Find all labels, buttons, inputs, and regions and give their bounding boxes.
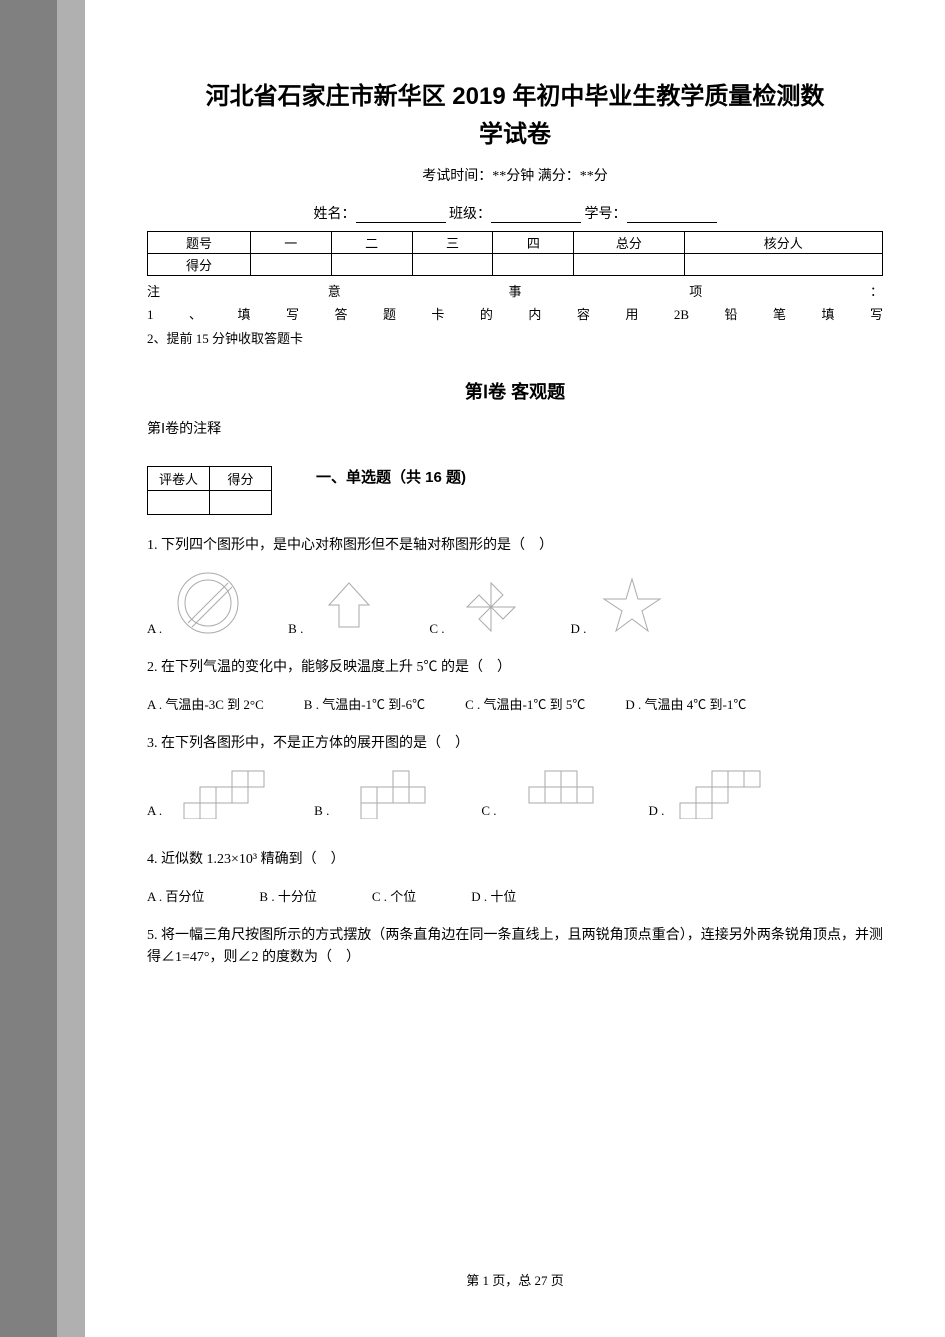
question-5: 5. 将一幅三角尺按图所示的方式摆放（两条直角边在同一条直线上，且两锐角顶点重合… [147, 925, 883, 970]
th-2: 二 [331, 231, 412, 253]
q3-b-label: B . [314, 803, 329, 819]
exam-title-1: 河北省石家庄市新华区 2019 年初中毕业生教学质量检测数 [147, 78, 883, 116]
section-1-label: 一、单选题（共 16 题) [316, 466, 466, 487]
cube-net-b-icon [341, 767, 441, 819]
q2-b: B . 气温由-1℃ 到-6℃ [304, 694, 425, 713]
td-empty [493, 253, 574, 275]
name-label: 姓名： [314, 207, 356, 222]
q1-options: A . B . C . D . [147, 569, 883, 637]
q3-c-label: C . [481, 803, 496, 819]
id-blank [627, 207, 717, 223]
score-table: 题号 一 二 三 四 总分 核分人 得分 [147, 231, 883, 276]
q2-a: A . 气温由-3C 到 2°C [147, 694, 264, 713]
th-1: 一 [250, 231, 331, 253]
grader-col2: 得分 [210, 466, 272, 490]
sidebar-dark [0, 0, 85, 1337]
table-row: 评卷人 得分 [148, 466, 272, 490]
sidebar-light [57, 0, 85, 1337]
q2-d: D . 气温由 4℃ 到-1℃ [625, 694, 746, 713]
cube-net-c-icon [509, 767, 609, 819]
table-row: 题号 一 二 三 四 总分 核分人 [148, 231, 883, 253]
section-header-row: 评卷人 得分 一、单选题（共 16 题) [147, 438, 883, 515]
th-num: 题号 [148, 231, 251, 253]
td-empty [210, 490, 272, 514]
cube-net-a-icon [174, 767, 274, 819]
table-row: 得分 [148, 253, 883, 275]
td-empty [148, 490, 210, 514]
page-content: 河北省石家庄市新华区 2019 年初中毕业生教学质量检测数 学试卷 考试时间：*… [85, 0, 945, 1337]
q1-c-label: C . [429, 621, 444, 637]
question-3: 3. 在下列各图形中，不是正方体的展开图的是（ ） [147, 733, 883, 755]
class-blank [491, 207, 581, 223]
notes-block: 注意事项： 1、填写答题卡的内容用2B铅笔填写 2、提前 15 分钟收取答题卡 [147, 280, 883, 350]
td-empty [412, 253, 493, 275]
th-4: 四 [493, 231, 574, 253]
q2-options: A . 气温由-3C 到 2°C B . 气温由-1℃ 到-6℃ C . 气温由… [147, 694, 883, 713]
page-footer: 第 1 页，总 27 页 [85, 1270, 945, 1289]
question-2: 2. 在下列气温的变化中，能够反映温度上升 5℃ 的是（ ） [147, 657, 883, 679]
name-blank [356, 207, 446, 223]
notes-2: 2、提前 15 分钟收取答题卡 [147, 327, 883, 350]
q1-b-label: B . [288, 621, 303, 637]
question-4: 4. 近似数 1.23×10³ 精确到（ ） [147, 849, 883, 871]
class-label: 班级： [449, 207, 491, 222]
th-checker: 核分人 [684, 231, 882, 253]
no-entry-icon [174, 569, 242, 637]
volume-note: 第Ⅰ卷的注释 [147, 418, 883, 438]
notes-header: 注意事项： [147, 280, 883, 303]
q4-b: B . 十分位 [259, 886, 316, 905]
exam-title-2: 学试卷 [147, 116, 883, 154]
td-empty [684, 253, 882, 275]
th-total: 总分 [574, 231, 684, 253]
q4-a: A . 百分位 [147, 886, 204, 905]
notes-1: 1、填写答题卡的内容用2B铅笔填写 [147, 303, 883, 326]
pinwheel-icon [457, 577, 525, 637]
q4-options: A . 百分位 B . 十分位 C . 个位 D . 十位 [147, 886, 883, 905]
cube-net-d-icon [676, 767, 776, 819]
table-row [148, 490, 272, 514]
grader-col1: 评卷人 [148, 466, 210, 490]
student-info: 姓名： 班级： 学号： [147, 203, 883, 223]
id-label: 学号： [585, 207, 627, 222]
volume-title: 第Ⅰ卷 客观题 [147, 378, 883, 404]
q4-c: C . 个位 [372, 886, 416, 905]
grader-table: 评卷人 得分 [147, 466, 272, 515]
td-score-label: 得分 [148, 253, 251, 275]
exam-info: 考试时间：**分钟 满分：**分 [147, 165, 883, 185]
q1-d-label: D . [571, 621, 587, 637]
td-empty [331, 253, 412, 275]
question-1: 1. 下列四个图形中，是中心对称图形但不是轴对称图形的是（ ） [147, 535, 883, 557]
q1-a-label: A . [147, 621, 162, 637]
td-empty [574, 253, 684, 275]
td-empty [250, 253, 331, 275]
q2-c: C . 气温由-1℃ 到 5℃ [465, 694, 585, 713]
th-3: 三 [412, 231, 493, 253]
q3-d-label: D . [649, 803, 665, 819]
q4-d: D . 十位 [471, 886, 516, 905]
q3-options: A . B . C . [147, 767, 883, 819]
star-icon [598, 575, 666, 637]
up-arrow-icon [315, 577, 383, 637]
q3-a-label: A . [147, 803, 162, 819]
